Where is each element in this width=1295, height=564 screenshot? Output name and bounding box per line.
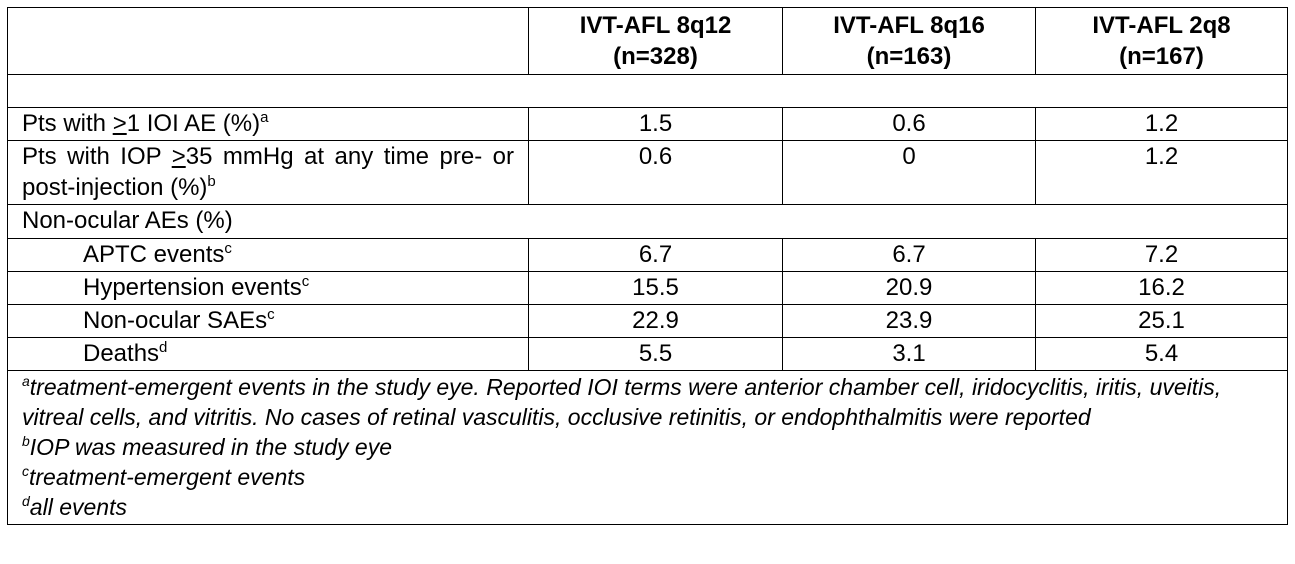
footnotes-row: atreatment-emergent events in the study … <box>7 370 1288 525</box>
value-cell: 0.6 <box>528 140 783 205</box>
header-col-2q8-n: (n=167) <box>1119 43 1204 70</box>
value-cell: 0.6 <box>782 107 1036 141</box>
header-col-8q12-n: (n=328) <box>613 43 698 70</box>
value-cell: 7.2 <box>1035 238 1288 272</box>
spacer-cell <box>7 74 1288 108</box>
section-row: Non-ocular AEs (%) <box>7 204 1288 239</box>
footnote-c: ctreatment-emergent events <box>22 463 306 490</box>
adverse-events-table: IVT-AFL 8q12 (n=328) IVT-AFL 8q16 (n=163… <box>7 7 1288 525</box>
row-label-hypertension: Hypertension eventsc <box>7 271 529 305</box>
row-label-ioi-ae: Pts with >1 IOI AE (%)a <box>7 107 529 141</box>
value-cell: 22.9 <box>528 304 783 338</box>
header-col-8q12-name: IVT-AFL 8q12 <box>579 12 732 39</box>
footnote-mark: b <box>207 173 216 190</box>
row-label-iop: Pts with IOP >35 mmHg at any time pre- o… <box>7 140 529 205</box>
section-label-non-ocular: Non-ocular AEs (%) <box>7 204 1288 239</box>
footnote-mark: c <box>301 273 310 290</box>
header-col-8q16-name: IVT-AFL 8q16 <box>833 12 985 39</box>
value-cell: 1.2 <box>1035 140 1288 205</box>
value-cell: 5.5 <box>528 337 783 371</box>
value-cell: 1.5 <box>528 107 783 141</box>
value-cell: 20.9 <box>782 271 1036 305</box>
value-cell: 3.1 <box>782 337 1036 371</box>
table-row: Pts with IOP >35 mmHg at any time pre- o… <box>7 140 1288 205</box>
value-cell: 0 <box>782 140 1036 205</box>
row-label-deaths: Deathsd <box>7 337 529 371</box>
footnote-d: dall events <box>22 493 127 520</box>
value-cell: 6.7 <box>782 238 1036 272</box>
footnote-mark: c <box>224 240 232 257</box>
ge-symbol: > <box>171 143 186 170</box>
table-row: Deathsd 5.5 3.1 5.4 <box>7 337 1288 371</box>
value-cell: 15.5 <box>528 271 783 305</box>
header-col-8q16-n: (n=163) <box>866 43 952 70</box>
value-cell: 25.1 <box>1035 304 1288 338</box>
footnote-mark: c <box>267 306 275 323</box>
table-row: Non-ocular SAEsc 22.9 23.9 25.1 <box>7 304 1288 338</box>
header-col-2q8-name: IVT-AFL 2q8 <box>1092 12 1231 39</box>
header-row: IVT-AFL 8q12 (n=328) IVT-AFL 8q16 (n=163… <box>7 7 1288 75</box>
ge-symbol: > <box>112 110 127 137</box>
footnote-mark: d <box>159 339 168 356</box>
footnotes-cell: atreatment-emergent events in the study … <box>7 370 1288 525</box>
value-cell: 6.7 <box>528 238 783 272</box>
row-label-aptc: APTC eventsc <box>7 238 529 272</box>
header-empty-cell <box>7 7 529 75</box>
header-col-8q12: IVT-AFL 8q12 (n=328) <box>528 7 783 75</box>
table-row: Pts with >1 IOI AE (%)a 1.5 0.6 1.2 <box>7 107 1288 141</box>
table-row: APTC eventsc 6.7 6.7 7.2 <box>7 238 1288 272</box>
spacer-row <box>7 74 1288 108</box>
header-col-2q8: IVT-AFL 2q8 (n=167) <box>1035 7 1288 75</box>
table-row: Hypertension eventsc 15.5 20.9 16.2 <box>7 271 1288 305</box>
footnote-a: atreatment-emergent events in the study … <box>22 373 1222 430</box>
value-cell: 16.2 <box>1035 271 1288 305</box>
value-cell: 1.2 <box>1035 107 1288 141</box>
row-label-sae: Non-ocular SAEsc <box>7 304 529 338</box>
header-col-8q16: IVT-AFL 8q16 (n=163) <box>782 7 1036 75</box>
footnote-b: bIOP was measured in the study eye <box>22 433 393 460</box>
footnote-mark: a <box>260 109 269 126</box>
value-cell: 23.9 <box>782 304 1036 338</box>
value-cell: 5.4 <box>1035 337 1288 371</box>
